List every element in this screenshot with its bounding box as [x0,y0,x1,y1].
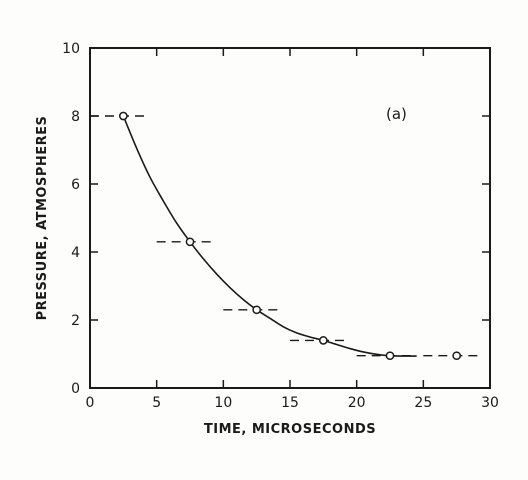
data-point-marker [185,237,195,247]
fit-curve [122,115,417,357]
plot-frame [89,47,491,389]
error-bars [90,115,484,357]
x-tick-label: 25 [414,395,432,411]
x-tick-label: 20 [348,395,366,411]
data-point-marker [118,111,128,121]
y-tick-label: 0 [71,381,80,397]
x-tick-label: 5 [152,395,161,411]
y-tick-label: 2 [71,313,80,329]
x-axis-title: TIME, MICROSECONDS [204,422,376,437]
panel-annotation: (a) [386,105,407,123]
y-tick-label: 4 [71,245,80,261]
data-point-marker [252,305,262,315]
y-axis-title: PRESSURE, ATMOSPHERES [35,116,50,321]
x-tick-label: 15 [281,395,299,411]
x-tick-label: 10 [214,395,232,411]
y-tick-label: 10 [62,41,80,57]
y-tick-label: 8 [71,109,80,125]
data-point-marker [385,351,395,361]
data-point-marker [452,351,462,361]
x-tick-label: 0 [86,395,95,411]
x-tick-label: 30 [481,395,499,411]
data-point-marker [318,336,328,345]
y-tick-label: 6 [71,177,80,193]
axis-ticks [90,48,490,388]
tick-labels: 0 5 10 15 20 25 30 0 2 4 6 8 10 [62,41,499,411]
data-points [118,111,462,361]
